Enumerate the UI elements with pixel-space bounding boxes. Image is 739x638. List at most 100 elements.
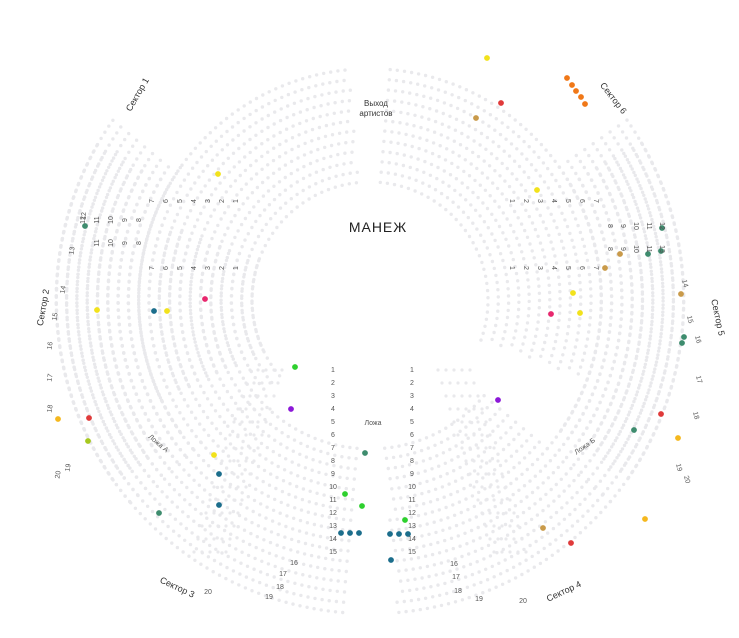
seat[interactable]: [528, 451, 532, 455]
seat[interactable]: [207, 244, 211, 249]
seat[interactable]: [92, 396, 96, 400]
seat[interactable]: [225, 389, 230, 394]
seat[interactable]: [448, 569, 452, 573]
seat[interactable]: [186, 244, 190, 248]
seat[interactable]: [89, 344, 93, 348]
seat[interactable]: [230, 521, 234, 525]
seat[interactable]: [544, 333, 548, 338]
seat[interactable]: [334, 516, 339, 521]
seat[interactable]: [216, 251, 220, 256]
seat[interactable]: [198, 357, 203, 362]
seat[interactable]: [139, 265, 143, 269]
seat[interactable]: [284, 139, 288, 143]
seat[interactable]: [565, 224, 570, 229]
seat[interactable]: [432, 130, 437, 134]
seat[interactable]: [471, 241, 475, 245]
seat[interactable]: [496, 288, 500, 292]
seat[interactable]: [606, 451, 610, 455]
seat[interactable]: [144, 355, 148, 359]
seat[interactable]: [446, 437, 450, 441]
seat[interactable]: [558, 304, 562, 308]
seat[interactable]: [139, 334, 144, 338]
seat[interactable]: [175, 545, 180, 550]
seat[interactable]: [613, 459, 617, 463]
seat[interactable]: [404, 609, 408, 614]
seat[interactable]: [221, 320, 225, 324]
seat[interactable]: [600, 365, 604, 370]
seat[interactable]: [488, 459, 492, 463]
seat[interactable]: [313, 596, 317, 601]
seat[interactable]: [463, 575, 468, 579]
seat[interactable]: [212, 469, 216, 473]
seat[interactable]: [574, 252, 578, 256]
seat[interactable]: [457, 577, 461, 581]
seat[interactable]: [641, 372, 645, 376]
seat[interactable]: [640, 376, 644, 380]
seat[interactable]: [75, 283, 80, 287]
seat[interactable]: [195, 196, 200, 200]
seat[interactable]: [327, 599, 331, 603]
seat[interactable]: [520, 250, 524, 254]
seat[interactable]: [118, 379, 123, 383]
seat[interactable]: [233, 361, 237, 365]
seat[interactable]: [138, 223, 142, 227]
seat[interactable]: [434, 530, 438, 535]
seat[interactable]: [522, 139, 526, 144]
seat[interactable]: [615, 456, 619, 460]
seat[interactable]: [657, 208, 662, 212]
seat[interactable]: [115, 131, 119, 135]
seat[interactable]: [472, 583, 476, 587]
seat[interactable]: [298, 518, 303, 523]
seat[interactable]: [416, 471, 420, 475]
seat[interactable]: [531, 181, 535, 186]
seat[interactable]: [116, 287, 121, 291]
seat[interactable]: [224, 517, 228, 521]
seat[interactable]: [333, 527, 338, 531]
seat[interactable]: [528, 479, 532, 483]
seat[interactable]: [242, 142, 246, 146]
seat[interactable]: [660, 274, 664, 278]
seat[interactable]: [392, 109, 396, 114]
seat[interactable]: [513, 264, 517, 269]
seat[interactable]: [231, 138, 235, 142]
seat[interactable]: [298, 121, 302, 126]
seat[interactable]: [504, 459, 508, 463]
seat[interactable]: [265, 356, 269, 360]
seat[interactable]: [224, 524, 228, 528]
seat[interactable]: [322, 577, 326, 581]
seat[interactable]: [127, 150, 131, 154]
seat[interactable]: [256, 420, 260, 424]
seat[interactable]: [628, 186, 632, 190]
seat[interactable]: [162, 344, 167, 348]
seat[interactable]: [437, 77, 442, 82]
seat[interactable]: [463, 98, 467, 103]
seat[interactable]: [616, 163, 621, 167]
seat[interactable]: [136, 230, 140, 234]
seat[interactable]: [275, 225, 279, 230]
seat[interactable]: [527, 214, 531, 219]
seat[interactable]: [475, 480, 479, 484]
seat[interactable]: [664, 195, 668, 199]
seat[interactable]: [516, 524, 520, 528]
seat[interactable]: [568, 310, 572, 314]
seat[interactable]: [221, 383, 226, 388]
seat[interactable]: [219, 294, 223, 298]
seat[interactable]: [585, 258, 590, 263]
seat[interactable]: [511, 492, 515, 497]
seat[interactable]: [408, 547, 412, 551]
seat[interactable]: [266, 494, 270, 498]
seat[interactable]: [422, 586, 426, 590]
seat[interactable]: [632, 399, 636, 404]
seat[interactable]: [148, 322, 153, 327]
seat[interactable]: [247, 210, 252, 215]
seat[interactable]: [628, 332, 632, 336]
seat[interactable]: [275, 475, 279, 480]
seat[interactable]: [448, 114, 452, 119]
seat[interactable]: [646, 348, 650, 352]
seat[interactable]: [347, 539, 351, 543]
seat[interactable]: [413, 451, 417, 455]
seat[interactable]: [300, 430, 304, 435]
seat[interactable]: [325, 536, 330, 540]
seat[interactable]: [395, 68, 399, 73]
seat[interactable]: [611, 442, 615, 446]
